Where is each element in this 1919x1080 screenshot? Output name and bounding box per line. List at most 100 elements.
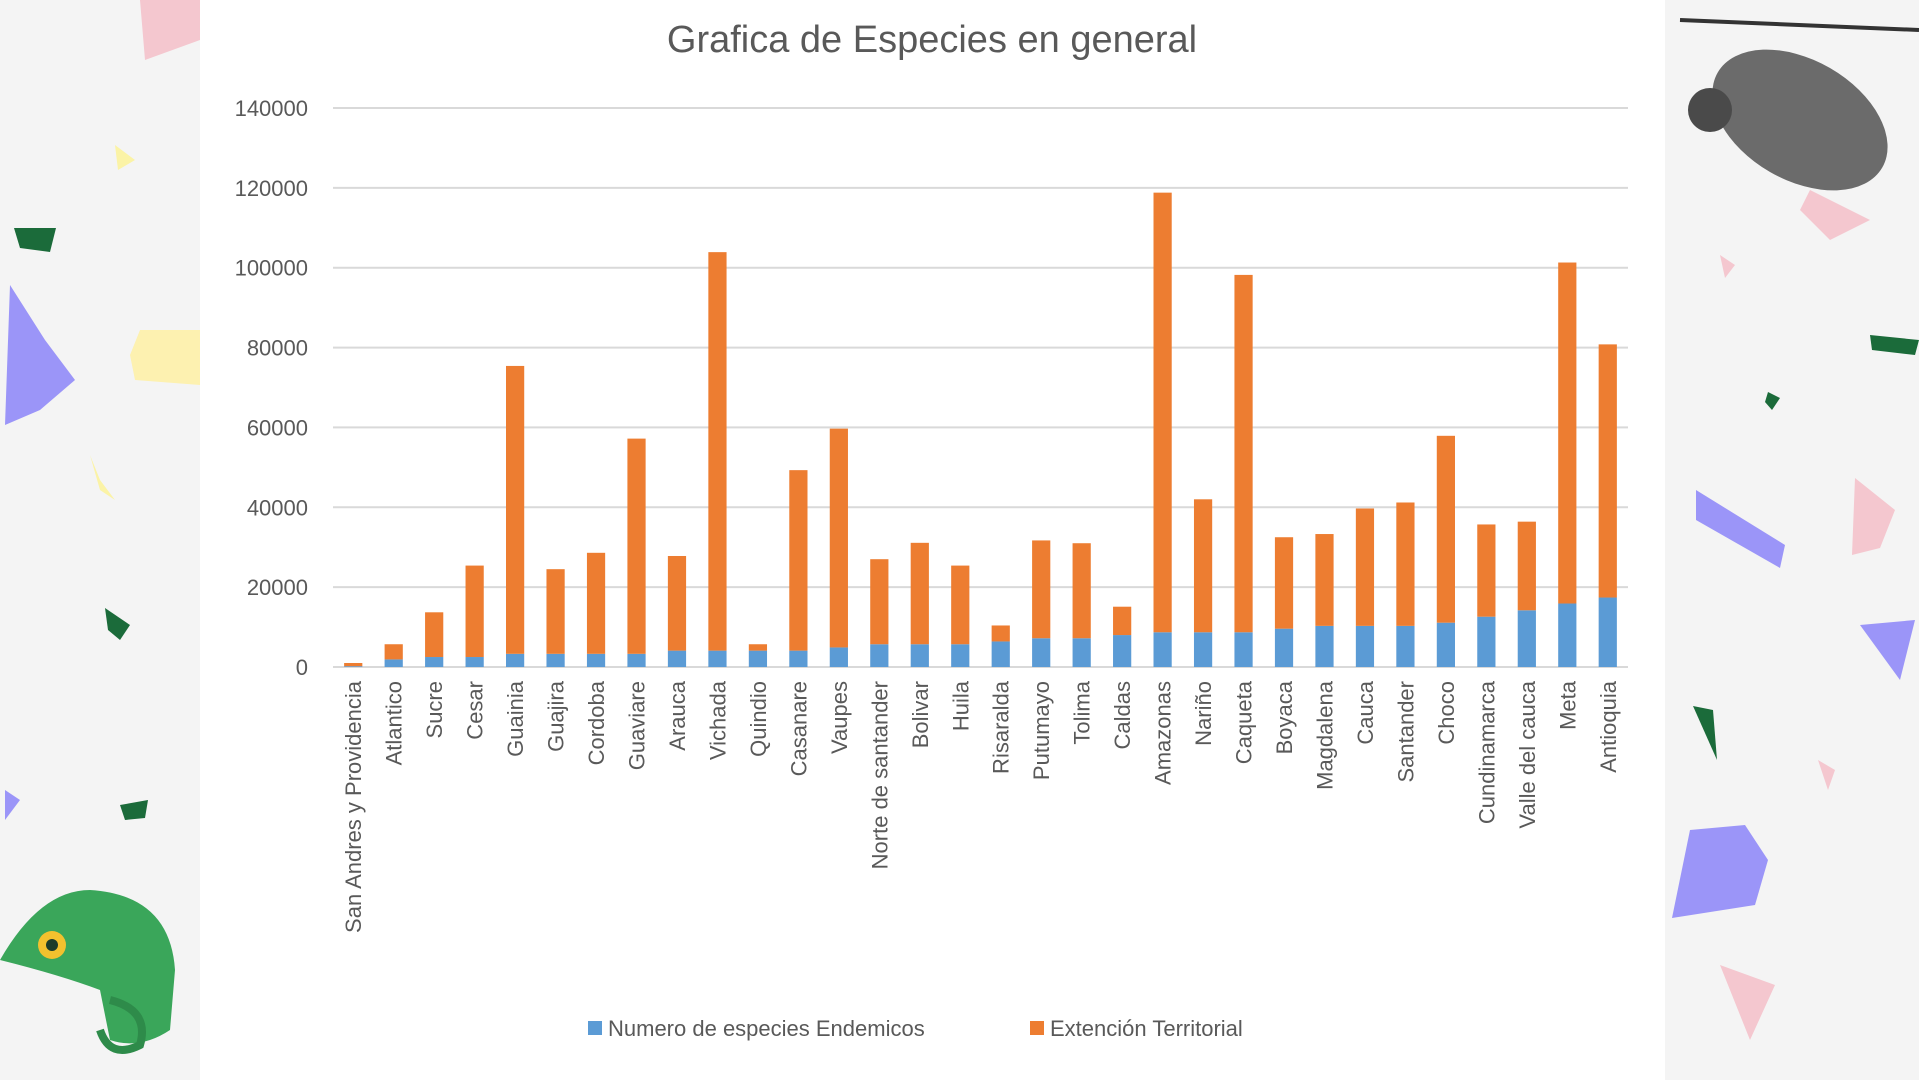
- confetti-shape: [130, 330, 200, 385]
- x-tick-label: Guajira: [544, 680, 569, 752]
- bar-endemic: [829, 647, 848, 667]
- bar-territory: [1517, 521, 1536, 611]
- bar-territory: [951, 565, 970, 645]
- bar-territory: [1032, 540, 1051, 639]
- y-tick-label: 60000: [247, 415, 308, 440]
- x-tick-label: San Andres y Providencia: [341, 680, 366, 933]
- x-tick-label: Guainia: [503, 680, 528, 757]
- legend-swatch: [1030, 1021, 1044, 1035]
- x-tick-label: Arauca: [665, 680, 690, 750]
- y-tick-label: 0: [296, 655, 308, 680]
- confetti-shape: [115, 145, 135, 170]
- legend: Numero de especies Endemicos Extención Te…: [588, 1016, 1243, 1041]
- x-tick-label: Quindio: [746, 681, 771, 757]
- bar-territory: [1072, 543, 1091, 639]
- confetti-shape: [5, 790, 20, 820]
- bar-endemic: [425, 657, 444, 667]
- x-tick-label: Cesar: [463, 681, 488, 740]
- bar-endemic: [344, 666, 363, 667]
- sloth-icon: [1679, 18, 1919, 191]
- bar-endemic: [506, 653, 525, 667]
- bar-territory: [789, 470, 808, 651]
- bar-endemic: [748, 650, 768, 667]
- bar-endemic: [991, 641, 1010, 667]
- chart-panel: [200, 0, 1665, 1080]
- bar-endemic: [465, 657, 484, 667]
- bar-endemic: [1113, 635, 1132, 667]
- bar-endemic: [1153, 632, 1172, 667]
- x-tick-label: Cordoba: [584, 680, 609, 765]
- bar-territory: [1558, 262, 1577, 604]
- bar-endemic: [708, 650, 727, 667]
- x-tick-label: Norte de santander: [867, 681, 892, 869]
- bar-territory: [870, 559, 889, 645]
- confetti-shape: [1765, 392, 1780, 410]
- bar-territory: [627, 438, 646, 654]
- confetti-shape: [5, 285, 75, 425]
- bar-endemic: [1274, 628, 1294, 667]
- bar-territory: [1153, 192, 1172, 633]
- bar-endemic: [1558, 603, 1577, 667]
- bar-endemic: [1072, 638, 1091, 667]
- bar-territory: [1193, 499, 1213, 633]
- x-tick-label: Sucre: [422, 681, 447, 738]
- bar-endemic: [1517, 610, 1536, 667]
- confetti-shape: [120, 800, 148, 820]
- bar-territory: [991, 625, 1010, 642]
- x-tick-label: Risaralda: [989, 680, 1014, 774]
- confetti-shape: [105, 608, 130, 640]
- bar-territory: [667, 555, 687, 651]
- confetti-shape: [14, 228, 56, 252]
- bar-endemic: [1032, 638, 1051, 667]
- confetti-shape: [1818, 760, 1835, 790]
- y-tick-label: 80000: [247, 336, 308, 361]
- x-tick-label: Vichada: [705, 680, 730, 760]
- y-tick-label: 120000: [235, 176, 308, 201]
- bar-territory: [425, 612, 444, 658]
- x-tick-label: Putumayo: [1029, 681, 1054, 780]
- bar-endemic: [627, 653, 646, 667]
- bar-territory: [1355, 508, 1375, 626]
- bar-territory: [829, 428, 848, 648]
- y-tick-label: 140000: [235, 96, 308, 121]
- bar-endemic: [1598, 597, 1617, 667]
- bar-territory: [748, 644, 768, 651]
- x-tick-label: Bolivar: [908, 681, 933, 748]
- bar-endemic: [546, 653, 565, 667]
- chart-title: Grafica de Especies en general: [667, 19, 1197, 61]
- x-tick-label: Nariño: [1191, 681, 1216, 746]
- bar-territory: [1274, 537, 1294, 629]
- bar-endemic: [1436, 622, 1455, 667]
- y-tick-label: 40000: [247, 495, 308, 520]
- bar-territory: [1477, 524, 1496, 617]
- legend-label: Extención Territorial: [1050, 1016, 1243, 1041]
- chameleon-icon: [0, 890, 175, 1054]
- bar-territory: [1598, 344, 1617, 598]
- x-tick-label: Magdalena: [1312, 680, 1337, 790]
- x-tick-label: Antioquia: [1596, 680, 1621, 773]
- confetti-shape: [1720, 255, 1735, 278]
- bar-endemic: [789, 650, 808, 667]
- bar-endemic: [1355, 625, 1375, 667]
- bar-endemic: [910, 644, 929, 667]
- bar-endemic: [1234, 632, 1253, 667]
- x-tick-label: Atlantico: [382, 681, 407, 765]
- x-tick-label: Huila: [948, 680, 973, 731]
- bar-endemic: [1315, 625, 1334, 667]
- bar-territory: [384, 644, 403, 660]
- bar-territory: [465, 565, 484, 658]
- bar-endemic: [870, 644, 889, 667]
- bar-territory: [546, 569, 565, 654]
- confetti-shape: [1860, 620, 1915, 680]
- confetti-shape: [140, 0, 200, 60]
- x-tick-label: Caldas: [1110, 681, 1135, 749]
- x-tick-label: Meta: [1555, 680, 1580, 730]
- legend-label: Numero de especies Endemicos: [608, 1016, 925, 1041]
- bar-territory: [910, 542, 929, 645]
- x-tick-label: Tolima: [1070, 680, 1095, 744]
- bar-territory: [1113, 606, 1132, 636]
- bar-endemic: [667, 650, 687, 667]
- bar-endemic: [586, 653, 606, 667]
- y-tick-label: 20000: [247, 575, 308, 600]
- bar-endemic: [951, 644, 970, 667]
